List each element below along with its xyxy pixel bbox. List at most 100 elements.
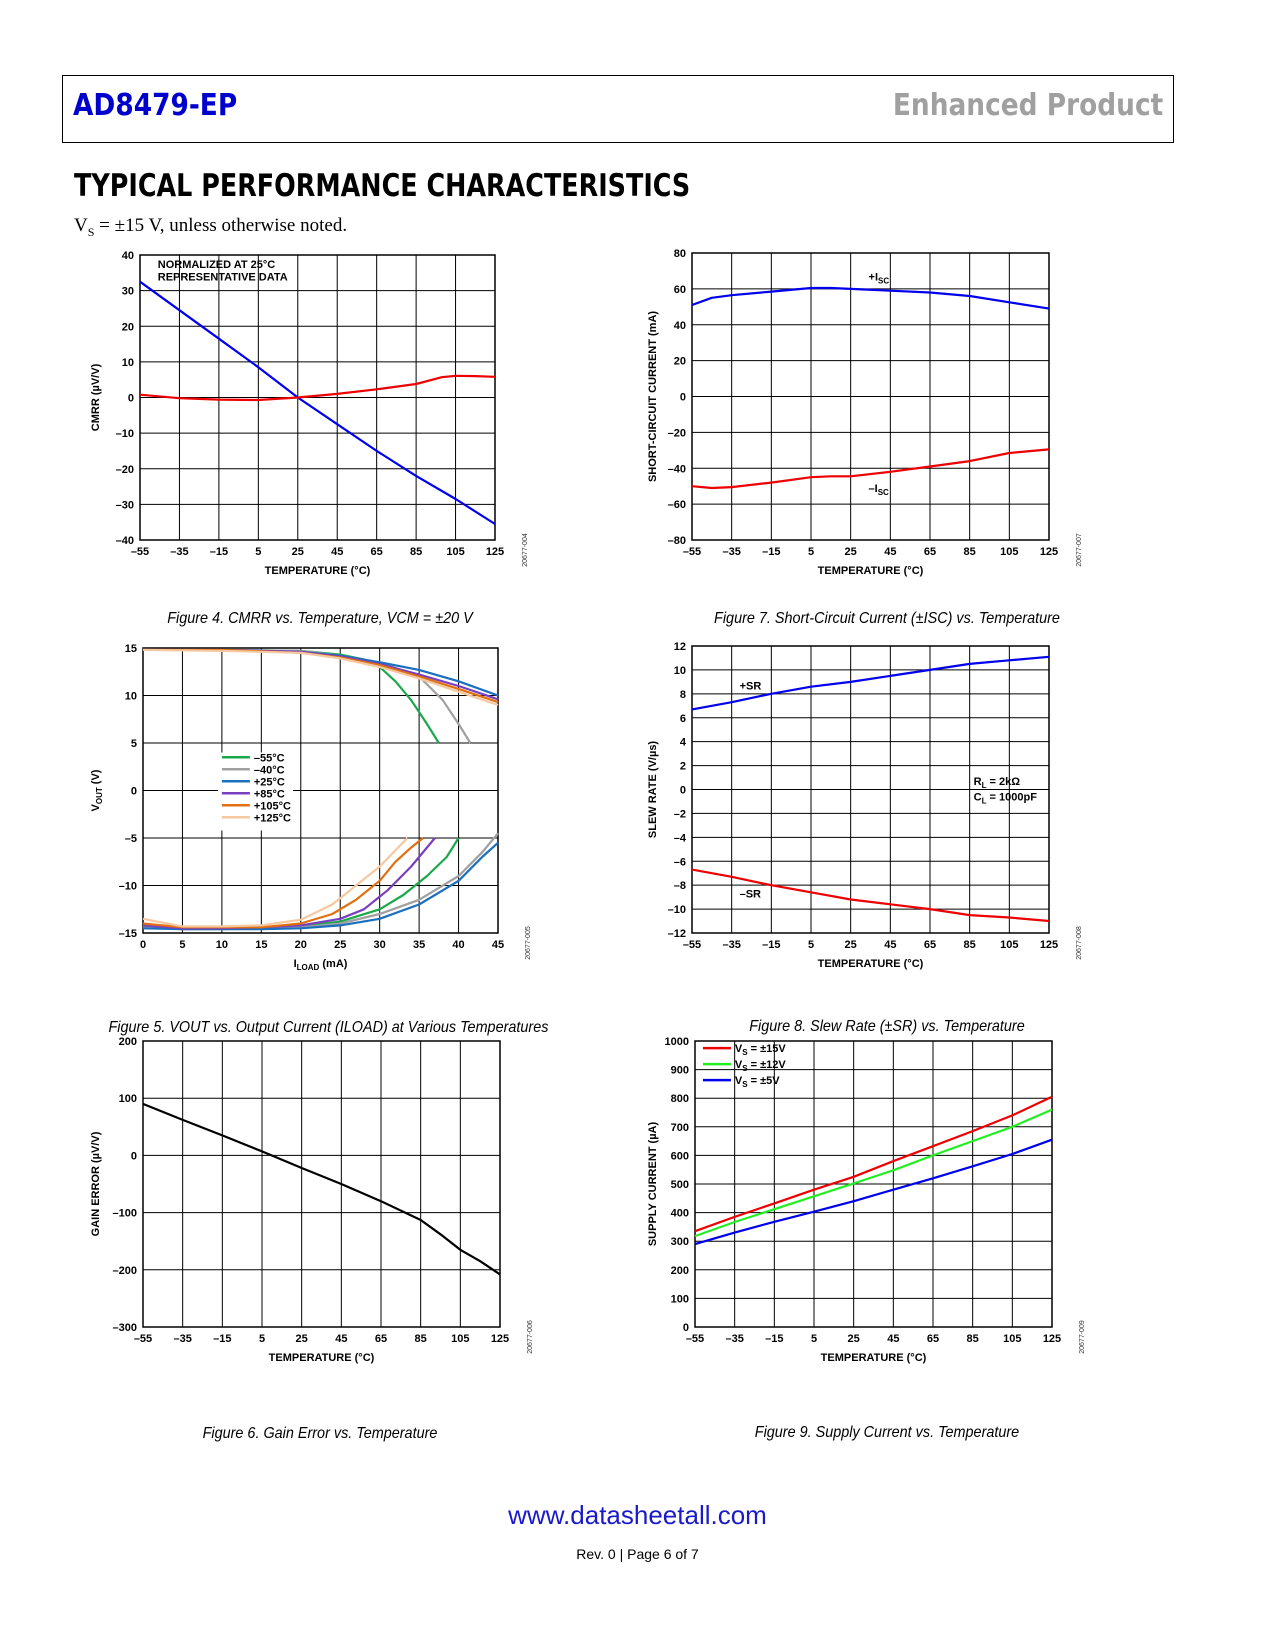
conditions-sub: S — [87, 224, 95, 239]
x-tick-label: –15 — [762, 546, 780, 558]
y-tick-label: 30 — [122, 286, 134, 298]
annotation-main: –I — [869, 483, 878, 495]
y-axis-label: SUPPLY CURRENT (µA) — [647, 1122, 659, 1247]
chart-svg: –55 –35 –15 5 25 45 65 85 105 125 –12 –10 –8 –6 –4 –2 0 2… — [647, 641, 1083, 970]
x-tick-label: 45 — [884, 546, 896, 558]
figure-6-caption: Figure 6. Gain Error vs. Temperature — [202, 1425, 438, 1442]
y-tick-label: –10 — [119, 881, 137, 893]
y-tick-label: 40 — [122, 250, 134, 262]
annotation-rest: = 2kΩ — [986, 776, 1020, 788]
y-tick-label: 40 — [674, 320, 686, 332]
part-number: AD8479-EP — [73, 88, 238, 123]
x-tick-label: 5 — [808, 546, 814, 558]
axis-label-main: I — [294, 958, 297, 970]
y-axis-label: VOUT (V) — [90, 769, 104, 811]
y-tick-label: –4 — [674, 832, 687, 844]
legend-label-sub: S — [742, 1048, 748, 1057]
x-tick-label: 105 — [446, 546, 464, 558]
legend-label: –40°C — [254, 764, 285, 776]
legend-label: VS = ±5V — [735, 1075, 780, 1089]
y-tick-label: 400 — [671, 1208, 689, 1220]
x-tick-label: 125 — [1043, 1333, 1061, 1345]
plot-frame — [142, 1040, 501, 1328]
annotation-main: C — [974, 792, 982, 804]
x-tick-label: 30 — [374, 939, 386, 951]
x-tick-label: 85 — [410, 546, 422, 558]
figure-8-caption: Figure 8. Slew Rate (±SR) vs. Temperatur… — [749, 1018, 1025, 1035]
axis-label-main: V — [90, 803, 102, 811]
y-tick-label: 20 — [122, 321, 134, 333]
legend-label-sub: S — [742, 1064, 748, 1073]
legend-label-rest: = ±5V — [748, 1075, 781, 1087]
page-info: Rev. 0 | Page 6 of 7 — [576, 1546, 699, 1562]
y-tick-label: –8 — [674, 880, 686, 892]
legend-label: VS = ±12V — [735, 1059, 786, 1073]
x-tick-label: 5 — [259, 1333, 265, 1345]
x-tick-label: –15 — [210, 546, 228, 558]
x-tick-label: 20 — [295, 939, 307, 951]
y-tick-label: 800 — [671, 1093, 689, 1105]
x-tick-label: 65 — [371, 546, 383, 558]
y-tick-label: –12 — [668, 928, 686, 940]
x-tick-label: 45 — [884, 939, 896, 951]
x-tick-label: 25 — [848, 1333, 860, 1345]
chart-slew-rate-vs-temp: –55 –35 –15 5 25 45 65 85 105 125 –12 –10 –8 –6 –4 –2 0 2… — [642, 640, 1137, 1000]
section-title: TYPICAL PERFORMANCE CHARACTERISTICS — [74, 168, 691, 204]
x-tick-label: 105 — [451, 1333, 469, 1345]
legend-label: +85°C — [254, 788, 285, 800]
chart-annotation: +SR — [740, 680, 762, 692]
x-tick-label: 85 — [967, 1333, 979, 1345]
y-axis-label: SLEW RATE (V/µs) — [647, 741, 659, 839]
x-tick-label: 45 — [335, 1333, 347, 1345]
y-tick-label: –2 — [674, 808, 686, 820]
y-axis-label: SHORT-CIRCUIT CURRENT (mA) — [647, 311, 659, 482]
y-tick-label: –30 — [116, 499, 134, 511]
test-conditions: VS = ±15 V, unless otherwise noted. — [74, 215, 347, 240]
series-line — [139, 280, 496, 525]
axis-label-rest: (V) — [90, 769, 102, 787]
y-tick-label: 0 — [683, 1322, 689, 1334]
annotation-main: +I — [869, 271, 878, 283]
chart-svg: 0 5 10 15 20 25 30 35 40 45 –15 –10 –5 0 5 10 15 ILOAD (m… — [90, 643, 532, 972]
y-tick-label: 10 — [125, 691, 137, 703]
x-tick-label: 45 — [331, 546, 343, 558]
series-line — [143, 648, 472, 744]
x-tick-label: –55 — [686, 1333, 704, 1345]
plot-frame — [694, 1040, 1053, 1328]
x-tick-label: 25 — [296, 1333, 308, 1345]
figure-9-caption: Figure 9. Supply Current vs. Temperature — [754, 1424, 1020, 1441]
legend-label-sub: S — [742, 1080, 748, 1089]
chart-annotation: –ISC — [869, 483, 890, 497]
y-tick-label: –60 — [668, 499, 686, 511]
y-tick-label: 0 — [680, 785, 686, 797]
x-axis-label: TEMPERATURE (°C) — [818, 565, 924, 577]
x-axis-label: TEMPERATURE (°C) — [265, 565, 371, 577]
figure-5-caption: Figure 5. VOUT vs. Output Current (ILOAD… — [108, 1019, 549, 1036]
x-tick-label: 125 — [491, 1333, 509, 1345]
chart-gain-error-vs-temp: –55 –35 –15 5 25 45 65 85 105 125 –300 –200 –100 0 100… — [85, 1033, 560, 1393]
conditions-prefix: V — [74, 215, 88, 236]
y-tick-label: 100 — [671, 1293, 689, 1305]
legend-label: +25°C — [254, 776, 285, 788]
chart-annotation: RL = 2kΩ — [974, 776, 1021, 790]
series-line — [142, 648, 499, 707]
website-link[interactable]: www.datasheetall.com — [508, 1500, 767, 1530]
plot-frame — [691, 252, 1050, 541]
x-tick-label: –15 — [213, 1333, 231, 1345]
page-header: AD8479-EP Enhanced Product — [62, 75, 1174, 143]
figure-id: 20677-007 — [1076, 533, 1083, 567]
y-tick-label: 15 — [125, 643, 137, 655]
y-tick-label: 8 — [680, 689, 686, 701]
y-tick-label: –80 — [668, 535, 686, 547]
x-tick-label: 105 — [1000, 939, 1018, 951]
series-line — [694, 1108, 1053, 1238]
x-tick-label: 65 — [924, 939, 936, 951]
x-tick-label: 25 — [334, 939, 346, 951]
y-tick-label: 500 — [671, 1179, 689, 1191]
x-tick-label: –15 — [762, 939, 780, 951]
series-line — [691, 286, 1050, 310]
x-tick-label: 40 — [452, 939, 464, 951]
y-tick-label: –10 — [116, 428, 134, 440]
x-tick-label: 65 — [375, 1333, 387, 1345]
annotation-main: R — [974, 776, 982, 788]
